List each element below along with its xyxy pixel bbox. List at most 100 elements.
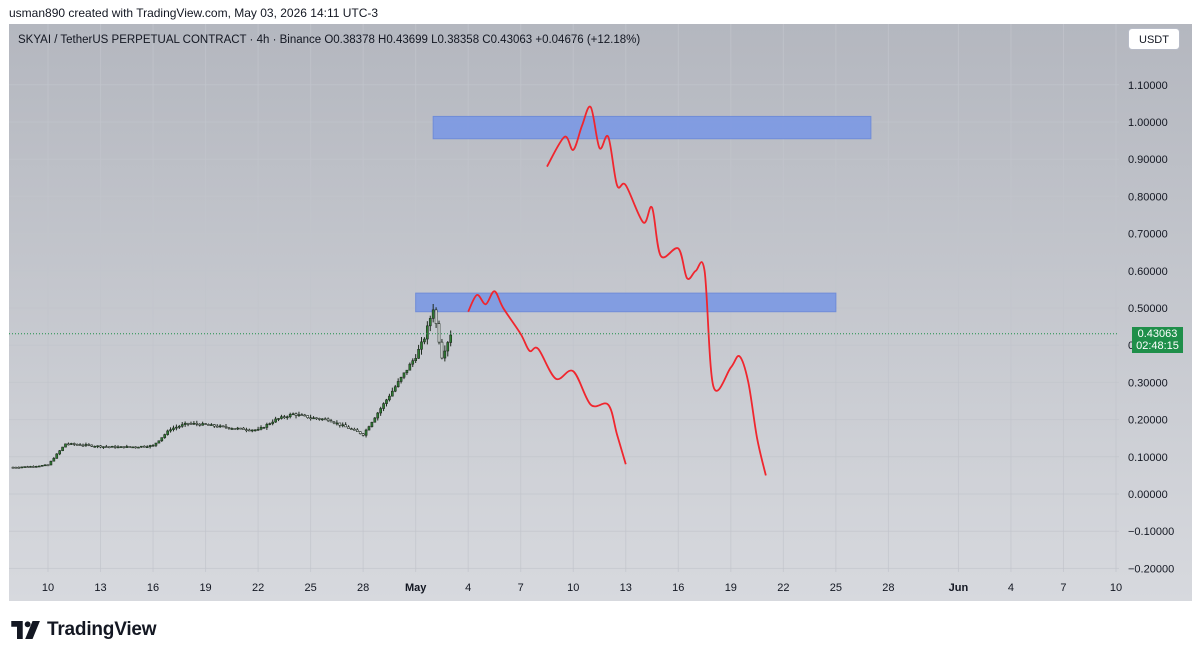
candle-body	[242, 427, 245, 430]
x-axis[interactable]: 10 13 16 19 22 25 28 May 4 7 10 13 16 19 22 25 28 Jun 4 7 10	[42, 582, 1122, 594]
footer: TradingView	[11, 618, 157, 642]
x-tick-label: 16	[147, 582, 159, 594]
candle-body	[408, 363, 412, 371]
candle-body	[288, 414, 292, 418]
x-tick-label: 4	[465, 582, 471, 594]
candle-body	[218, 425, 222, 428]
candle-body	[213, 424, 216, 427]
last-price-badge: 0.43063 02:48:15	[1132, 327, 1183, 353]
candle-body	[396, 381, 400, 388]
candle-body	[385, 399, 388, 404]
candle-body	[428, 318, 432, 327]
plot-background	[9, 24, 1192, 601]
candle-body	[128, 446, 132, 448]
x-tick-label: 7	[518, 582, 524, 594]
y-tick-label: 1.10000	[1128, 80, 1168, 92]
candle-body	[236, 427, 239, 430]
x-tick-label: 22	[252, 582, 264, 594]
candle-body	[23, 466, 26, 468]
candle-body	[303, 414, 307, 417]
y-tick-label: 0.80000	[1128, 191, 1168, 203]
candle-body	[318, 418, 321, 420]
candle-body	[163, 434, 167, 438]
candle-body	[402, 372, 406, 378]
candle-body	[29, 466, 32, 468]
candle-body	[239, 427, 242, 430]
candle-body	[131, 446, 134, 449]
x-tick-label: 16	[672, 582, 684, 594]
candle-body	[364, 429, 368, 436]
candle-body	[440, 341, 444, 359]
candle-body	[14, 466, 18, 469]
candle-body	[81, 444, 85, 447]
candle-body	[248, 429, 251, 432]
candle-body	[17, 466, 21, 469]
candle-body	[320, 418, 324, 421]
footer-brand: TradingView	[47, 619, 157, 640]
candle-body	[61, 446, 64, 452]
candle-body	[32, 466, 35, 468]
candle-body	[177, 425, 181, 428]
price-chart[interactable]: 1.10000 1.00000 0.90000 0.80000 0.70000 0.600…	[9, 24, 1192, 601]
projection-path	[546, 105, 767, 476]
candle-body	[411, 360, 415, 365]
candle-body	[107, 446, 111, 448]
candle-body	[417, 348, 420, 359]
candle-body	[388, 395, 391, 401]
candle-body	[55, 453, 59, 459]
x-tick-label: 19	[725, 582, 737, 594]
candle-body	[148, 445, 152, 448]
candle-body	[151, 445, 155, 447]
candle-body	[116, 446, 120, 449]
candle-body	[227, 427, 231, 429]
y-axis[interactable]: 1.10000 1.00000 0.90000 0.80000 0.70000 0.600…	[1128, 80, 1174, 576]
candle-body	[449, 334, 453, 343]
candle-body	[268, 423, 272, 425]
candle-body	[110, 446, 114, 448]
chart-area[interactable]: 1.10000 1.00000 0.90000 0.80000 0.70000 0.600…	[9, 24, 1192, 601]
candle-body	[350, 428, 353, 430]
chart-caption: usman890 created with TradingView.com, M…	[9, 6, 379, 20]
candle-body	[300, 414, 304, 416]
candle-body	[52, 458, 56, 462]
candle-body	[37, 465, 41, 468]
x-tick-label: 10	[1110, 582, 1122, 594]
candle-body	[285, 416, 289, 419]
candle-body	[323, 418, 327, 421]
candle-body	[283, 416, 286, 418]
candle-body	[355, 429, 359, 432]
y-tick-label: 0.30000	[1128, 377, 1168, 389]
candle-body	[379, 408, 382, 414]
candle-body	[353, 428, 356, 431]
candle-body	[113, 446, 117, 448]
candle-body	[347, 426, 350, 429]
currency-button[interactable]: USDT	[1128, 28, 1180, 50]
candle-body	[87, 444, 91, 446]
candle-body	[125, 446, 129, 448]
candle-body	[11, 466, 15, 469]
candle-body	[49, 460, 53, 466]
candle-body	[446, 342, 450, 352]
candle-body	[306, 415, 310, 419]
candle-body	[423, 338, 426, 343]
last-price-value: 0.43063	[1137, 328, 1178, 340]
x-tick-label: 22	[777, 582, 789, 594]
candle-body	[361, 433, 365, 436]
candle-body	[367, 426, 371, 431]
candle-body	[259, 427, 263, 430]
candle-body	[434, 309, 438, 324]
candle-body	[195, 422, 199, 425]
supply-zone	[432, 115, 872, 140]
x-tick-label: Jun	[949, 582, 969, 594]
y-tick-label: 0.50000	[1128, 303, 1168, 315]
candle-body	[414, 358, 417, 362]
candle-body	[256, 428, 260, 431]
candle-body	[329, 420, 333, 423]
candle-body	[157, 440, 161, 444]
candle-body	[67, 443, 70, 446]
supply-zone	[415, 292, 837, 313]
y-tick-label: −0.20000	[1128, 563, 1174, 575]
candle-body	[122, 446, 126, 448]
zones	[415, 115, 872, 313]
candle-body	[169, 429, 172, 432]
